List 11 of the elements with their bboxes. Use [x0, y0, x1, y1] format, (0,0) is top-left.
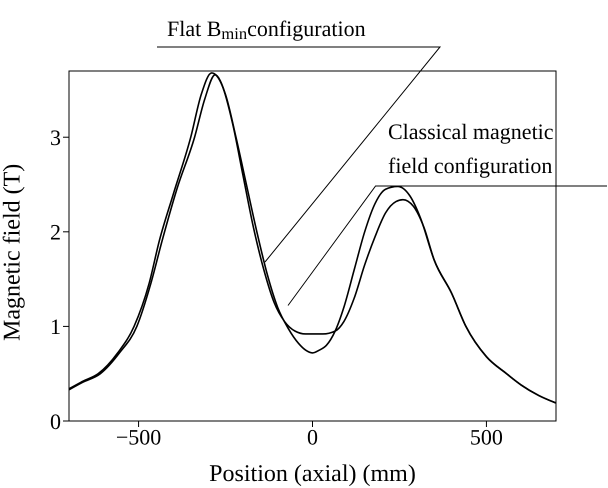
x-axis-title: Position (axial) (mm)	[209, 461, 416, 487]
y-tick-label: 1	[50, 314, 61, 340]
x-tick-label: −500	[116, 424, 162, 450]
y-axis-title: Magnetic field (T)	[0, 164, 26, 341]
y-tick-label: 3	[50, 125, 61, 150]
text: Flat B$_{min}$configuration	[167, 16, 366, 44]
y-tick-label: 2	[50, 220, 61, 245]
x-tick-label: 0	[307, 424, 318, 450]
x-tick-label: 500	[470, 424, 503, 450]
y-tick-label: 0	[50, 408, 61, 434]
annotation: Classical magnetic field configuration	[388, 119, 554, 178]
